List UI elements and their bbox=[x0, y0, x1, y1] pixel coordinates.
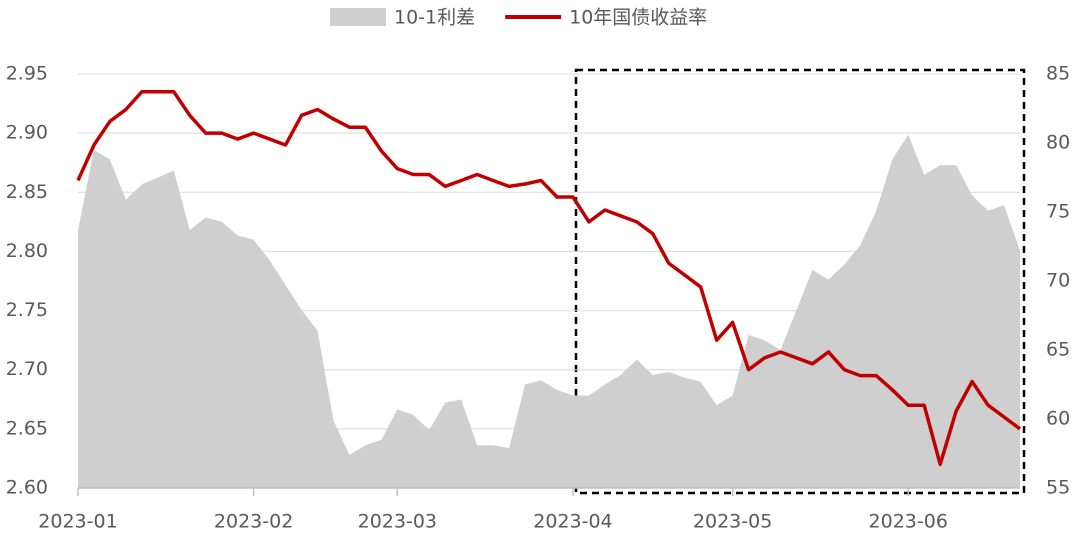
y2-tick-label: 65 bbox=[1046, 339, 1070, 361]
y2-tick-label: 80 bbox=[1046, 132, 1070, 154]
x-tick-label: 2023-02 bbox=[214, 511, 293, 533]
y2-tick-label: 55 bbox=[1046, 477, 1070, 499]
y-tick-label: 2.85 bbox=[6, 181, 48, 203]
y2-tick-label: 60 bbox=[1046, 408, 1070, 430]
x-tick-label: 2023-05 bbox=[693, 511, 772, 533]
legend-label: 10年国债收益率 bbox=[569, 7, 707, 29]
y2-tick-label: 70 bbox=[1046, 270, 1070, 292]
x-tick-label: 2023-03 bbox=[358, 511, 437, 533]
y2-tick-label: 75 bbox=[1046, 201, 1070, 223]
x-tick-label: 2023-01 bbox=[38, 511, 117, 533]
y-tick-label: 2.95 bbox=[6, 63, 48, 85]
area bbox=[78, 134, 1020, 488]
y-tick-label: 2.60 bbox=[6, 477, 48, 499]
highlight-box bbox=[574, 68, 1026, 495]
y-tick-label: 2.70 bbox=[6, 358, 48, 380]
y-tick-label: 2.75 bbox=[6, 299, 48, 321]
legend-label: 10-1利差 bbox=[394, 7, 475, 29]
legend-swatch bbox=[330, 8, 386, 26]
y-tick-label: 2.90 bbox=[6, 122, 48, 144]
x-tick-label: 2023-04 bbox=[533, 511, 612, 533]
x-tick-label: 2023-06 bbox=[869, 511, 948, 533]
y2-tick-label: 85 bbox=[1046, 63, 1070, 85]
y-tick-label: 2.65 bbox=[6, 417, 48, 439]
line bbox=[76, 89, 1022, 467]
y-tick-label: 2.80 bbox=[6, 240, 48, 262]
